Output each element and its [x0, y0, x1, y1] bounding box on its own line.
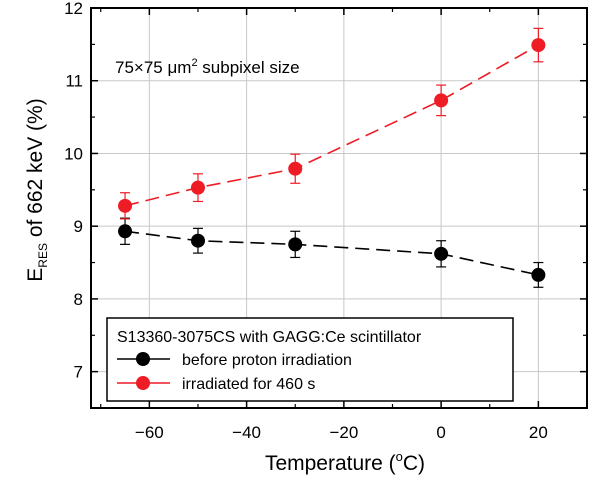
x-axis-title-main: Temperature ( [265, 452, 396, 475]
data-point [434, 246, 449, 261]
y-tick-label: 9 [74, 217, 83, 236]
data-point [288, 161, 303, 176]
x-tick-label: −60 [135, 423, 164, 442]
data-point [531, 38, 546, 53]
y-tick-label: 7 [74, 363, 83, 382]
legend-label: irradiated for 460 s [182, 376, 315, 393]
annotation-rest: subpixel size [198, 58, 300, 77]
y-tick-label: 11 [65, 72, 83, 91]
y-axis-title-rest: of 662 keV (%) [24, 98, 47, 243]
y-axis-title-main: E [24, 268, 47, 282]
data-point [118, 198, 133, 213]
x-axis-title-end: C) [403, 452, 425, 475]
x-axis-title: Temperature (oC) [265, 449, 425, 475]
series-1 [118, 217, 546, 288]
y-tick-label: 12 [64, 0, 83, 18]
series-2 [118, 27, 546, 220]
y-axis-title-sub: RES [36, 243, 50, 268]
legend-marker [136, 352, 150, 366]
data-point [118, 224, 133, 239]
x-axis-title-sup: o [396, 449, 403, 464]
annotation: 75×75 μm2 subpixel size [115, 57, 300, 77]
y-axis-title: ERES of 662 keV (%) [24, 98, 50, 281]
x-tick-label: 0 [436, 423, 445, 442]
legend-entries: before proton irradiation irradiated for … [117, 352, 352, 393]
annotation-sup: 2 [191, 57, 197, 69]
data-point [190, 180, 205, 195]
series-line [124, 230, 539, 276]
axis-ticks: −60 −40 −20 0 20 7 8 9 10 11 12 [64, 0, 588, 442]
y-tick-label: 10 [64, 144, 83, 163]
plot-frame [90, 7, 588, 409]
data-point [434, 93, 449, 108]
x-tick-label: −40 [232, 423, 261, 442]
annotation-main: 75×75 μm [115, 58, 191, 77]
y-tick-label: 8 [74, 290, 83, 309]
legend-label: before proton irradiation [182, 352, 352, 369]
legend-box [106, 317, 514, 402]
x-tick-label: 20 [529, 423, 548, 442]
series-layer [118, 27, 546, 288]
legend-marker [136, 376, 150, 390]
x-tick-label: −20 [329, 423, 358, 442]
legend-entry: irradiated for 460 s [117, 376, 315, 393]
data-point [531, 267, 546, 282]
legend-title: S13360-3075CS with GAGG:Ce scintillator [117, 329, 422, 346]
legend-entry: before proton irradiation [117, 352, 352, 369]
data-point [288, 237, 303, 252]
data-point [190, 233, 205, 248]
legend: S13360-3075CS with GAGG:Ce scintillator … [106, 317, 514, 402]
